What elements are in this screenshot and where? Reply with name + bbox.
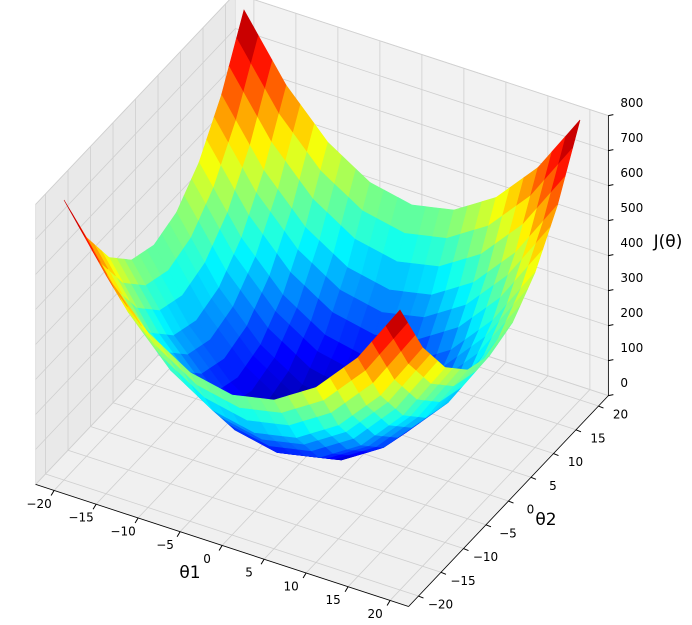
x-tick [302, 572, 307, 579]
x-tick-label: 15 [325, 593, 340, 607]
grid-line [235, 28, 609, 151]
y-tick [598, 405, 604, 409]
y-axis-label: θ2 [535, 510, 556, 530]
z-tick-label: 500 [620, 201, 643, 215]
z-tick-label: 800 [620, 96, 643, 110]
x-tick-label: −20 [26, 497, 51, 511]
z-tick [608, 114, 614, 117]
grid-line [90, 426, 464, 549]
z-tick [608, 359, 614, 362]
y-tick [530, 476, 537, 480]
x-tick [218, 545, 223, 551]
axis-line [408, 395, 609, 607]
x-axis-label: θ1 [179, 563, 200, 583]
x-tick [344, 586, 349, 592]
grid-line [45, 473, 419, 597]
labels: −20−15−10−505101520−20−15−10−50510152001… [26, 96, 643, 621]
z-tick [608, 289, 614, 292]
x-tick [134, 517, 139, 524]
x-tick [260, 558, 265, 565]
y-tick-label: 20 [613, 408, 628, 422]
z-tick-label: 600 [620, 166, 643, 180]
x-tick [50, 490, 55, 496]
y-tick [463, 548, 469, 552]
x-tick-label: 10 [283, 579, 298, 593]
z-tick-label: 700 [620, 131, 643, 145]
y-tick-label: −15 [450, 574, 475, 588]
z-tick [608, 394, 614, 397]
z-tick-label: 0 [620, 376, 628, 390]
y-tick [508, 500, 514, 504]
y-tick-label: −20 [428, 598, 453, 612]
grid-line [35, 28, 236, 240]
y-tick-label: 5 [549, 479, 557, 493]
x-tick-label: −10 [110, 524, 135, 538]
grid-line [35, 0, 230, 205]
axis-line [35, 484, 409, 607]
y-tick [418, 595, 424, 599]
grid-line [253, 0, 609, 116]
y-tick-label: −5 [499, 526, 517, 540]
y-tick [575, 429, 582, 433]
z-tick-label: 300 [620, 271, 643, 285]
surface [63, 9, 581, 461]
z-tick-label: 400 [620, 236, 643, 250]
y-tick [553, 453, 559, 457]
x-tick-label: 20 [367, 607, 382, 621]
z-tick [608, 324, 614, 327]
z-tick [608, 219, 614, 222]
grid-line [35, 98, 236, 310]
z-tick-label: 100 [620, 341, 643, 355]
surface-face [63, 199, 86, 238]
surface-face [385, 309, 408, 339]
y-tick-label: −10 [473, 550, 498, 564]
z-tick [608, 184, 614, 187]
y-tick-label: 15 [590, 431, 605, 445]
y-tick [485, 524, 492, 528]
grid-line [112, 402, 487, 526]
y-tick [440, 571, 447, 575]
grid-line [35, 63, 236, 275]
x-tick-label: 0 [203, 552, 211, 566]
grid-line [67, 449, 442, 573]
x-tick [92, 503, 97, 510]
z-axis-label: J(θ) [653, 232, 683, 252]
z-tick [608, 149, 614, 152]
x-tick-label: −5 [156, 538, 174, 552]
y-tick-label: 0 [527, 503, 535, 517]
z-tick [608, 254, 614, 257]
x-tick [176, 531, 181, 537]
z-tick-label: 200 [620, 306, 643, 320]
x-tick-label: −15 [68, 511, 93, 525]
y-tick-label: 10 [568, 455, 583, 469]
x-tick-label: 5 [245, 566, 253, 580]
x-tick [386, 600, 391, 606]
